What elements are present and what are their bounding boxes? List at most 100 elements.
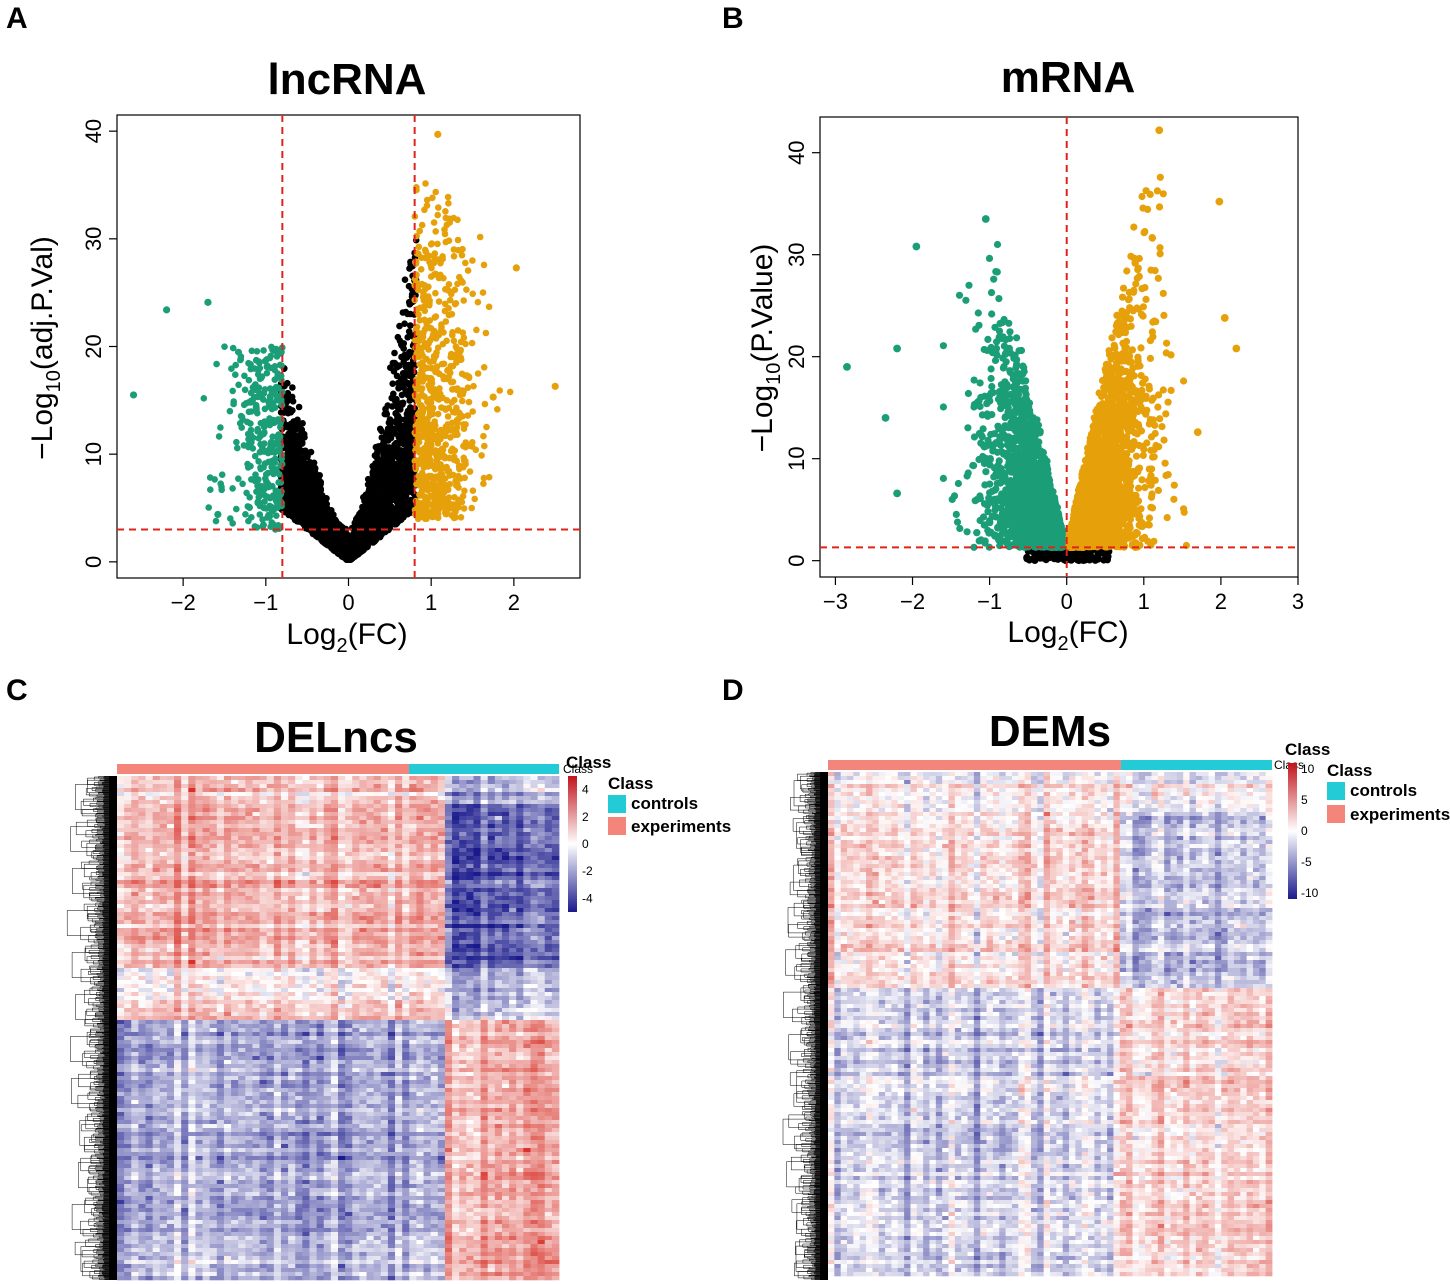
point-not-significant [295, 403, 303, 411]
point-down [248, 347, 256, 355]
point-down [256, 499, 264, 507]
point-up [480, 480, 487, 488]
x-tick-label: 2 [508, 590, 520, 615]
point-not-significant [383, 510, 391, 517]
point-up [440, 360, 448, 368]
point-up [444, 366, 452, 374]
point-up [442, 286, 449, 293]
point-down [255, 366, 262, 374]
point-down [993, 240, 1002, 249]
point-down [228, 365, 235, 373]
point-up [469, 257, 476, 264]
point-down [205, 504, 212, 511]
point-down [268, 405, 276, 413]
point-not-significant [303, 495, 311, 503]
point-down [247, 361, 254, 369]
point-up [414, 411, 422, 418]
point-down [230, 400, 237, 408]
point-up [445, 494, 453, 501]
point-down [212, 517, 220, 525]
point-up [459, 397, 466, 405]
point-down [218, 486, 225, 494]
point-down [244, 503, 252, 510]
point-outlier [489, 393, 497, 401]
point-not-significant [407, 322, 414, 329]
x-tick-label: 1 [425, 590, 437, 615]
point-not-significant [357, 539, 364, 547]
x-tick-label: 0 [342, 590, 354, 615]
x-axis-a: −2 −1 0 1 2 [171, 578, 520, 615]
point-up [457, 514, 465, 521]
point-not-significant [382, 488, 390, 496]
point-down [268, 468, 276, 476]
point-not-significant [406, 366, 414, 373]
point-up [426, 358, 434, 366]
point-up [444, 413, 452, 420]
point-up [454, 431, 461, 439]
point-down [256, 511, 264, 518]
point-not-significant [379, 500, 386, 508]
point-up [432, 188, 440, 196]
point-not-significant [406, 497, 414, 505]
point-down [233, 505, 240, 513]
point-down [226, 407, 234, 415]
point-up [462, 421, 469, 428]
point-not-significant [1101, 550, 1109, 559]
point-up [472, 446, 480, 454]
point-not-significant [364, 514, 372, 522]
point-not-significant [342, 538, 350, 546]
point-outlier [163, 306, 171, 314]
point-up [465, 398, 473, 406]
point-not-significant [387, 494, 395, 502]
point-up [438, 480, 446, 488]
point-not-significant [401, 276, 409, 284]
point-up [468, 504, 476, 512]
point-down [234, 444, 241, 452]
plot-frame-a [116, 114, 581, 579]
point-not-significant [295, 484, 303, 492]
point-outlier [204, 298, 212, 306]
point-down [266, 415, 273, 422]
point-up [441, 405, 449, 413]
point-up [415, 283, 422, 290]
point-up [480, 364, 488, 371]
point-not-significant [344, 556, 351, 563]
point-up [442, 428, 450, 436]
point-not-significant [364, 542, 371, 550]
point-outlier [214, 510, 222, 519]
point-not-significant [396, 432, 403, 439]
point-up [438, 445, 446, 453]
point-up [418, 221, 426, 229]
point-down [974, 309, 982, 317]
point-up [428, 273, 435, 280]
point-up [466, 468, 474, 475]
point-not-significant [379, 456, 387, 464]
point-down [964, 389, 973, 398]
point-up [457, 346, 465, 354]
threshold-lines-a [117, 115, 580, 578]
point-not-significant [1048, 550, 1056, 558]
point-not-significant [287, 457, 294, 465]
point-not-significant [311, 490, 318, 497]
point-up [423, 202, 431, 209]
point-not-significant [287, 466, 295, 474]
x-axis-label-a: Log2(FC) [286, 618, 407, 657]
point-not-significant [380, 518, 388, 526]
point-up [412, 422, 420, 430]
point-up [430, 219, 438, 226]
point-not-significant [392, 440, 400, 447]
point-up [494, 406, 501, 413]
point-up [417, 266, 425, 273]
points-b [843, 126, 1241, 565]
point-up [426, 409, 434, 416]
point-up [459, 492, 467, 500]
point-down [256, 389, 263, 397]
point-not-significant [294, 436, 301, 444]
point-down [235, 475, 242, 483]
point-up [425, 293, 432, 300]
point-up [496, 387, 504, 394]
point-up [480, 432, 487, 440]
point-up [415, 250, 422, 258]
point-down [237, 356, 244, 363]
point-not-significant [349, 532, 356, 540]
